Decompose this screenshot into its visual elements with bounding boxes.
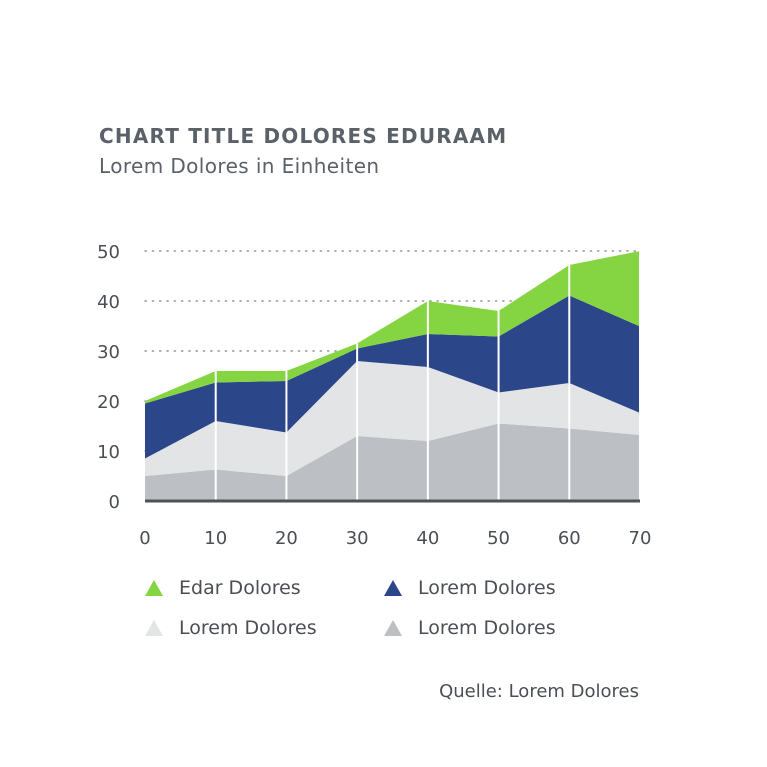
x-separators	[214, 251, 641, 501]
x-tick-label: 0	[139, 528, 150, 549]
y-tick-label: 20	[97, 392, 120, 413]
area-series-1	[145, 361, 640, 476]
y-tick-label: 50	[97, 242, 120, 263]
tick-labels: 0 10 20 30 40 50 0 10 20 30 40 50 60 70	[97, 242, 651, 549]
source-note: Quelle: Lorem Dolores	[439, 681, 639, 702]
area-series	[145, 251, 640, 501]
x-tick-label: 70	[629, 528, 652, 549]
x-tick-label: 60	[558, 528, 581, 549]
area-series-0	[145, 423, 640, 501]
y-tick-label: 40	[97, 292, 120, 313]
x-tick-label: 50	[487, 528, 510, 549]
x-tick-label: 20	[275, 528, 298, 549]
x-tick-label: 40	[416, 528, 439, 549]
area-series-3	[145, 251, 640, 404]
chart-subtitle: Lorem Dolores in Einheiten	[99, 154, 380, 178]
area-series-2	[145, 295, 640, 459]
chart-title: CHART TITLE DOLORES EDURAAM	[99, 124, 508, 148]
x-tick-label: 30	[346, 528, 369, 549]
y-tick-label: 30	[97, 342, 120, 363]
x-tick-label: 10	[204, 528, 227, 549]
y-tick-label: 0	[109, 492, 120, 513]
y-tick-label: 10	[97, 442, 120, 463]
